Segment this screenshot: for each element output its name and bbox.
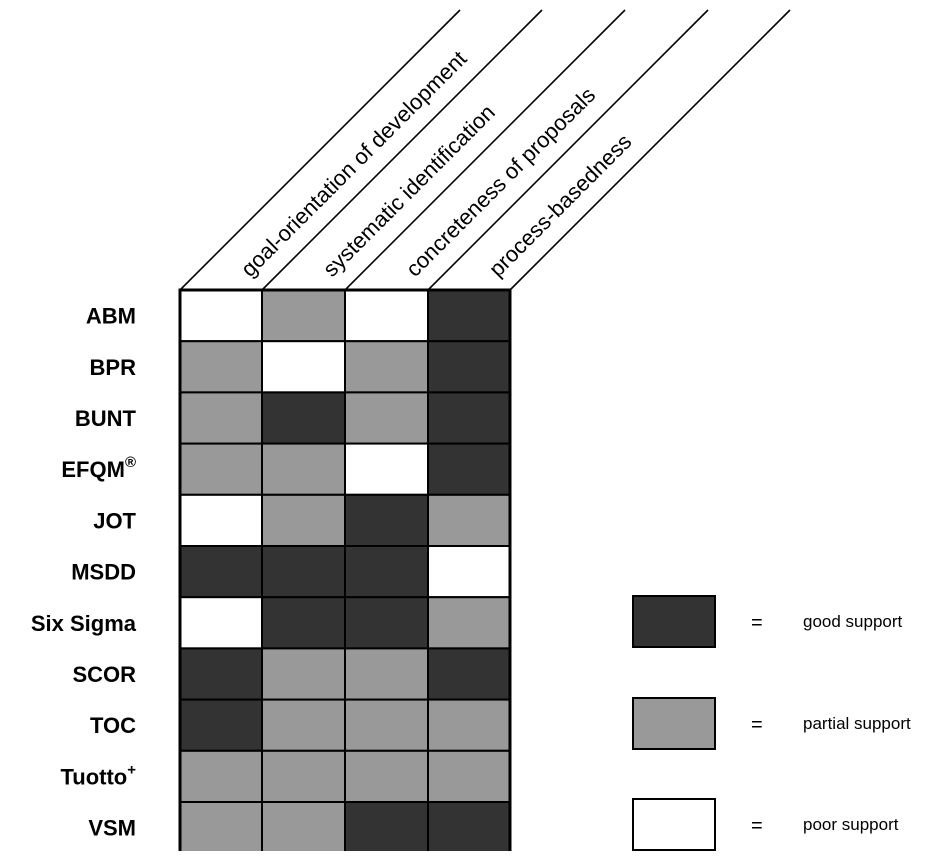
row-label-text: TOC bbox=[90, 713, 136, 738]
row-label-0: ABM bbox=[86, 304, 136, 329]
cell-9-0-partial bbox=[179, 749, 263, 803]
legend-swatch-poor bbox=[632, 798, 716, 851]
cell-8-2-partial bbox=[344, 698, 429, 752]
legend-equals-partial: = bbox=[751, 714, 763, 736]
row-label-8: TOC bbox=[90, 713, 136, 738]
legend-equals-good: = bbox=[751, 612, 763, 634]
row-label-text: JOT bbox=[93, 508, 136, 533]
cell-1-1-poor bbox=[261, 340, 346, 394]
column-label-3: process-basedness bbox=[484, 129, 637, 282]
cell-3-2-poor bbox=[344, 442, 429, 496]
cell-4-1-partial bbox=[261, 493, 346, 547]
cell-5-2-good bbox=[344, 545, 429, 599]
cell-9-2-partial bbox=[344, 749, 429, 803]
row-label-text: Tuotto bbox=[60, 764, 127, 789]
cell-7-0-good bbox=[179, 647, 263, 701]
legend-label-partial: partial support bbox=[803, 714, 911, 733]
cell-7-1-partial bbox=[261, 647, 346, 701]
column-label-1: systematic identification bbox=[318, 100, 500, 282]
row-label-text: SCOR bbox=[72, 662, 136, 687]
cell-2-1-good bbox=[261, 391, 346, 445]
cell-3-0-partial bbox=[179, 442, 263, 496]
header-slant-line-0 bbox=[179, 9, 461, 291]
cell-0-0-poor bbox=[179, 289, 263, 343]
row-label-9: Tuotto+ bbox=[60, 761, 136, 789]
legend-label-poor: poor support bbox=[803, 815, 899, 834]
column-header-slants bbox=[179, 9, 791, 291]
cell-0-1-partial bbox=[261, 289, 346, 343]
row-label-text: EFQM bbox=[61, 457, 125, 482]
cell-10-0-partial bbox=[179, 801, 263, 855]
legend-swatch-partial bbox=[632, 697, 716, 750]
cell-8-3-partial bbox=[427, 698, 511, 752]
row-label-4: JOT bbox=[93, 508, 136, 533]
cell-6-1-good bbox=[261, 596, 346, 650]
row-label-3: EFQM® bbox=[61, 454, 136, 482]
column-header-labels: goal-orientation of developmentsystemati… bbox=[236, 46, 637, 282]
cell-0-2-poor bbox=[344, 289, 429, 343]
cell-0-3-good bbox=[427, 289, 511, 343]
row-label-7: SCOR bbox=[72, 662, 136, 687]
cell-1-2-partial bbox=[344, 340, 429, 394]
row-label-5: MSDD bbox=[71, 560, 136, 585]
cell-1-0-partial bbox=[179, 340, 263, 394]
cell-10-3-good bbox=[427, 801, 511, 855]
cell-2-2-partial bbox=[344, 391, 429, 445]
cell-3-3-good bbox=[427, 442, 511, 496]
row-label-text: ABM bbox=[86, 304, 136, 329]
cell-10-2-good bbox=[344, 801, 429, 855]
row-label-2: BUNT bbox=[75, 406, 137, 431]
cell-2-3-good bbox=[427, 391, 511, 445]
cell-5-0-good bbox=[179, 545, 263, 599]
legend-swatch-good bbox=[632, 595, 716, 648]
cell-9-3-partial bbox=[427, 749, 511, 803]
cell-5-3-poor bbox=[427, 545, 511, 599]
row-label-superscript: + bbox=[127, 761, 136, 778]
row-label-6: Six Sigma bbox=[31, 611, 137, 636]
cell-4-0-poor bbox=[179, 493, 263, 547]
cell-9-1-partial bbox=[261, 749, 346, 803]
cell-3-1-partial bbox=[261, 442, 346, 496]
cell-8-0-good bbox=[179, 698, 263, 752]
row-label-text: Six Sigma bbox=[31, 611, 137, 636]
row-label-text: MSDD bbox=[71, 560, 136, 585]
row-label-superscript: ® bbox=[125, 454, 136, 471]
cell-8-1-partial bbox=[261, 698, 346, 752]
legend-label-good: good support bbox=[803, 612, 903, 631]
row-label-text: BUNT bbox=[75, 406, 137, 431]
row-label-text: BPR bbox=[90, 355, 137, 380]
matrix-cells bbox=[178, 288, 512, 855]
row-label-text: VSM bbox=[88, 816, 136, 841]
row-label-10: VSM bbox=[88, 816, 136, 841]
cell-7-3-good bbox=[427, 647, 511, 701]
cell-1-3-good bbox=[427, 340, 511, 394]
header-slant-line-3 bbox=[427, 9, 709, 291]
header-slant-line-2 bbox=[344, 9, 626, 291]
header-slant-line-4 bbox=[509, 9, 791, 291]
cell-6-2-good bbox=[344, 596, 429, 650]
cell-2-0-partial bbox=[179, 391, 263, 445]
cell-6-3-partial bbox=[427, 596, 511, 650]
cell-4-2-good bbox=[344, 493, 429, 547]
cell-5-1-good bbox=[261, 545, 346, 599]
cell-6-0-poor bbox=[179, 596, 263, 650]
cell-4-3-partial bbox=[427, 493, 511, 547]
header-slant-line-1 bbox=[261, 9, 543, 291]
legend: = good support = partial support = poor suppo… bbox=[632, 595, 911, 851]
legend-equals-poor: = bbox=[751, 815, 763, 837]
cell-7-2-partial bbox=[344, 647, 429, 701]
row-labels: ABM BPR BUNT EFQM® JOT MSDD Six Sigma SCOR TOC Tu… bbox=[31, 304, 137, 841]
row-label-1: BPR bbox=[90, 355, 137, 380]
cell-10-1-partial bbox=[261, 801, 346, 855]
